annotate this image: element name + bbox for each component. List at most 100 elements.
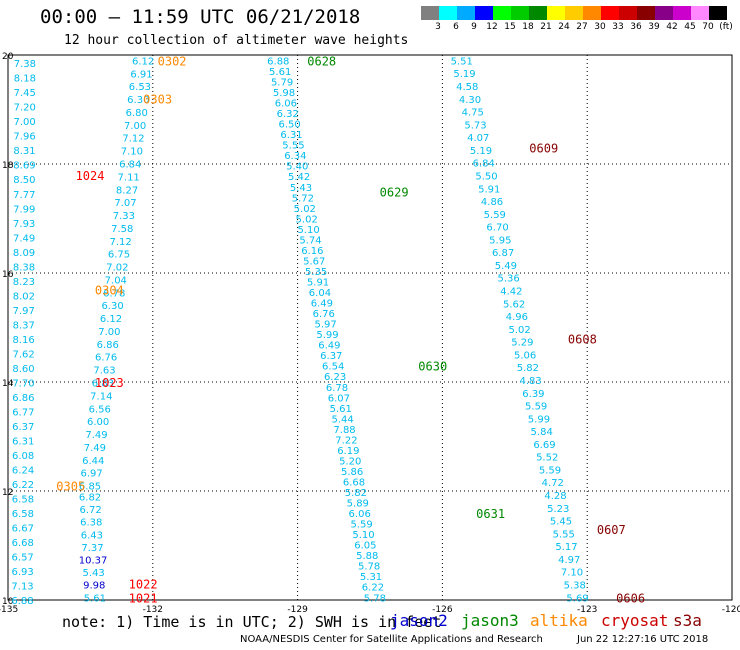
wave-height-value: 6.82 xyxy=(79,492,101,503)
wave-height-value: 5.91 xyxy=(478,184,500,195)
wave-height-value: 6.30 xyxy=(127,95,149,106)
satellite-altika: altika xyxy=(530,611,588,630)
wave-height-value: 8.27 xyxy=(116,185,138,196)
wave-height-value: 5.79 xyxy=(271,78,293,89)
wave-height-value: 7.12 xyxy=(122,134,144,145)
wave-height-value: 7.07 xyxy=(114,198,136,209)
wave-height-value: 5.61 xyxy=(330,404,352,415)
colorbar-swatch xyxy=(529,6,547,20)
wave-height-value: 5.95 xyxy=(489,235,511,246)
wave-height-value: 7.00 xyxy=(13,117,35,128)
wave-height-value: 6.78 xyxy=(326,383,348,394)
colorbar-label: (ft) xyxy=(719,22,733,32)
wave-height-value: 6.77 xyxy=(12,407,34,418)
wave-height-value: 7.00 xyxy=(98,327,120,338)
wave-height-value: 6.58 xyxy=(12,509,34,520)
wave-height-value: 5.78 xyxy=(364,593,386,604)
wave-height-value: 7.10 xyxy=(561,568,583,579)
colorbar-swatch xyxy=(565,6,583,20)
wave-height-value: 5.02 xyxy=(508,325,530,336)
lon-tick-label: -123 xyxy=(577,605,597,615)
wave-height-value: 7.63 xyxy=(93,366,115,377)
wave-height-value: 6.97 xyxy=(81,469,103,480)
wave-height-value: 6.22 xyxy=(12,480,34,491)
wave-height-value: 6.43 xyxy=(81,530,103,541)
pass-number-label: 0304 xyxy=(95,283,124,297)
colorbar-label: 70 xyxy=(702,22,714,32)
wave-height-value: 8.69 xyxy=(13,161,35,172)
wave-height-value: 5.72 xyxy=(292,193,314,204)
wave-height-value: 7.10 xyxy=(121,147,143,158)
wave-height-value: 6.08 xyxy=(12,451,34,462)
wave-height-value: 5.49 xyxy=(495,261,517,272)
wave-height-value: 6.30 xyxy=(101,301,123,312)
colorbar-label: 30 xyxy=(594,22,606,32)
lon-tick-label: -129 xyxy=(287,605,308,615)
wave-height-value: 6.50 xyxy=(279,120,301,131)
satellite-cryosat: cryosat xyxy=(601,611,669,630)
wave-height-value: 6.56 xyxy=(89,404,111,415)
wave-height-value: 6.04 xyxy=(309,288,331,299)
wave-height-value: 6.93 xyxy=(11,567,33,578)
wave-height-value: 6.12 xyxy=(132,56,154,67)
wave-height-value: 5.02 xyxy=(294,204,316,215)
wave-height-value: 6.06 xyxy=(275,99,297,110)
wave-height-value: 8.16 xyxy=(13,335,35,346)
wave-height-value: 7.97 xyxy=(13,306,35,317)
satellite-jason2: jason2 xyxy=(390,611,448,630)
colorbar-swatch xyxy=(709,6,727,20)
lat-tick-label: 10 xyxy=(2,597,14,607)
wave-height-value: 5.10 xyxy=(352,530,374,541)
lon-tick-label: -120 xyxy=(722,605,740,615)
wave-height-value: 5.82 xyxy=(517,363,539,374)
wave-height-value: 4.72 xyxy=(542,478,564,489)
wave-height-value: 7.38 xyxy=(14,59,36,70)
colorbar-label: 18 xyxy=(522,22,534,32)
wave-height-value: 8.18 xyxy=(14,74,36,85)
wave-height-value: 4.96 xyxy=(506,312,528,323)
wave-height-value: 5.59 xyxy=(484,210,506,221)
wave-height-value: 6.80 xyxy=(126,108,148,119)
pass-number-label: 1021 xyxy=(129,591,158,605)
wave-height-value: 5.20 xyxy=(339,456,361,467)
pass-number-label: 0609 xyxy=(529,142,558,156)
wave-height-value: 5.23 xyxy=(547,504,569,515)
wave-height-value: 5.59 xyxy=(539,465,561,476)
wave-height-value: 7.49 xyxy=(85,430,107,441)
wave-height-value: 8.50 xyxy=(13,175,35,186)
wave-height-value: 5.97 xyxy=(314,320,336,331)
page-subtitle: 12 hour collection of altimeter wave hei… xyxy=(64,33,409,48)
wave-height-value: 10.37 xyxy=(79,555,108,566)
colorbar-label: 12 xyxy=(486,22,498,32)
pass-number-label: 0305 xyxy=(56,480,85,494)
wave-height-value: 5.40 xyxy=(286,162,308,173)
wave-height-value: 5.51 xyxy=(451,56,473,67)
colorbar-label: 39 xyxy=(648,22,660,32)
lon-tick-label: -135 xyxy=(0,605,18,615)
pass-number-label: 1024 xyxy=(76,169,105,183)
footnote: note: 1) Time is in UTC; 2) SWH is in fe… xyxy=(62,613,442,631)
wave-height-value: 6.91 xyxy=(130,69,152,80)
wave-height-value: 6.85 xyxy=(79,482,101,493)
wave-height-value: 7.33 xyxy=(113,211,135,222)
colorbar-label: 9 xyxy=(471,22,477,32)
wave-height-value: 6.88 xyxy=(267,56,289,67)
wave-height-value: 6.23 xyxy=(324,372,346,383)
wave-height-value: 5.44 xyxy=(332,414,354,425)
wave-height-value: 6.39 xyxy=(522,389,544,400)
wave-height-value: 5.35 xyxy=(305,267,327,278)
wave-height-value: 7.13 xyxy=(11,581,33,592)
wave-height-value: 5.31 xyxy=(360,572,382,583)
wave-height-value: 6.76 xyxy=(313,309,335,320)
wave-height-value: 5.61 xyxy=(269,67,291,78)
wave-height-value: 6.16 xyxy=(301,246,323,257)
wave-height-value: 5.89 xyxy=(347,499,369,510)
wave-height-value: 5.91 xyxy=(307,277,329,288)
wave-height-value: 5.59 xyxy=(350,520,372,531)
colorbar-swatch xyxy=(655,6,673,20)
wave-height-value: 8.31 xyxy=(13,146,35,157)
colorbar-swatch xyxy=(511,6,529,20)
wave-height-value: 5.02 xyxy=(296,214,318,225)
wave-height-value: 7.12 xyxy=(109,237,131,248)
wave-height-value: 6.58 xyxy=(12,494,34,505)
